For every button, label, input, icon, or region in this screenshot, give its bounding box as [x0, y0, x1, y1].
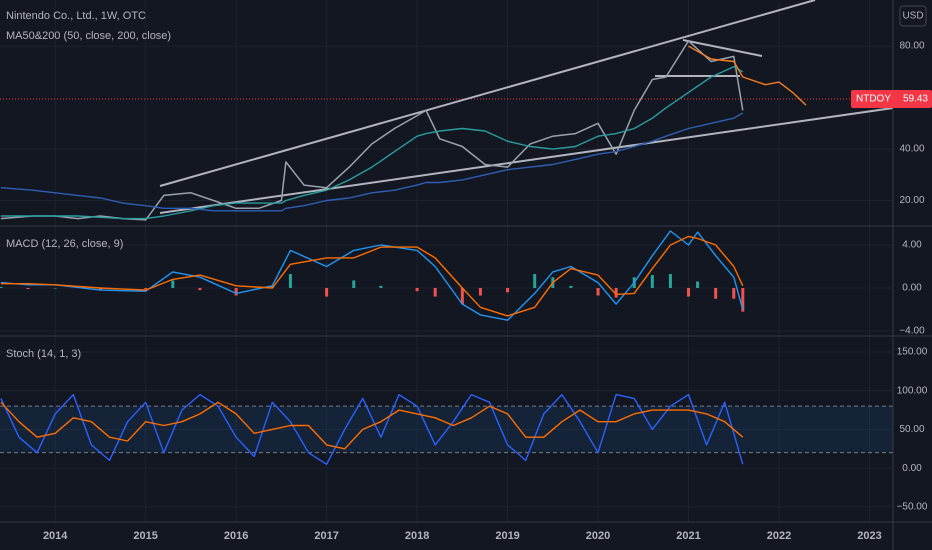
histogram-bar — [53, 287, 57, 289]
histogram-bar — [234, 287, 238, 296]
series-line — [0, 66, 744, 220]
series-line — [0, 40, 744, 221]
histogram-bar — [741, 287, 745, 312]
panel-title: Stoch (14, 1, 3) — [6, 348, 81, 360]
currency-box[interactable] — [899, 5, 927, 27]
series-line — [0, 393, 744, 465]
histogram-bar — [650, 275, 654, 288]
series-line — [0, 230, 744, 321]
x-tick-label: 2022 — [767, 530, 791, 542]
histogram-bar — [687, 287, 691, 297]
x-tick-label: 2018 — [405, 530, 429, 542]
histogram-bar — [614, 287, 618, 298]
y-tick-label: −50.00 — [897, 502, 928, 513]
y-tick-label: 100.00 — [897, 385, 928, 396]
price-tag-name: NTDOY — [856, 94, 891, 105]
histogram-bar — [714, 287, 718, 299]
x-tick-label: 2016 — [224, 530, 248, 542]
histogram-bar — [352, 280, 356, 288]
histogram-bar — [533, 274, 537, 288]
histogram-bar — [0, 286, 3, 288]
panel-title: MACD (12, 26, close, 9) — [6, 238, 123, 250]
histogram-bar — [732, 287, 736, 299]
histogram-bar — [288, 274, 292, 288]
x-tick-label: 2020 — [586, 530, 610, 542]
x-tick-label: 2019 — [495, 530, 519, 542]
y-tick-label: 40.00 — [899, 144, 924, 155]
histogram-bar — [26, 287, 30, 290]
histogram-bar — [379, 285, 383, 288]
histogram-bar — [98, 287, 102, 291]
plot — [0, 0, 894, 465]
y-tick-label: −4.00 — [899, 326, 925, 337]
histogram-bar — [696, 281, 700, 288]
y-tick-label: 4.00 — [902, 240, 922, 251]
panel-subtitle: MA50&200 (50, close, 200, close) — [6, 30, 171, 42]
y-tick-label: 80.00 — [899, 41, 924, 52]
histogram-bar — [198, 287, 202, 291]
price-tag — [851, 90, 932, 109]
price-tag-value: 59.43 — [903, 94, 928, 105]
histogram-bar — [596, 287, 600, 296]
x-tick-label: 2023 — [857, 530, 881, 542]
labels: 2014 2015 2016 2017 2018 2019 2020 2021 2022 2023… — [6, 10, 932, 542]
histogram-bar — [433, 287, 437, 297]
histogram-bar — [478, 287, 482, 296]
series-line — [0, 401, 744, 450]
y-tick-label: 150.00 — [897, 347, 928, 358]
x-tick-label: 2017 — [314, 530, 338, 542]
x-tick-label: 2015 — [133, 530, 157, 542]
histogram-bar — [460, 287, 464, 305]
series-line — [688, 45, 807, 106]
y-tick-label: 50.00 — [899, 424, 924, 435]
currency: USD — [902, 11, 923, 22]
y-tick-label: 0.00 — [902, 463, 922, 474]
panel-title: Nintendo Co., Ltd., 1W, OTC — [6, 10, 146, 22]
series-line — [0, 112, 744, 212]
x-tick-label: 2021 — [676, 530, 700, 542]
histogram-bar — [506, 287, 510, 293]
x-tick-label: 2014 — [43, 530, 68, 542]
trend-line — [682, 39, 763, 57]
histogram-bar — [569, 285, 573, 288]
series-line — [0, 235, 744, 317]
trend-line — [159, 0, 816, 187]
histogram-bar — [668, 274, 672, 288]
histogram-bar — [325, 287, 329, 297]
histogram-bar — [171, 280, 175, 288]
y-tick-label: 20.00 — [899, 195, 924, 206]
y-tick-label: 0.00 — [902, 283, 922, 294]
histogram-bar — [415, 287, 419, 292]
histogram-bar — [144, 287, 148, 290]
